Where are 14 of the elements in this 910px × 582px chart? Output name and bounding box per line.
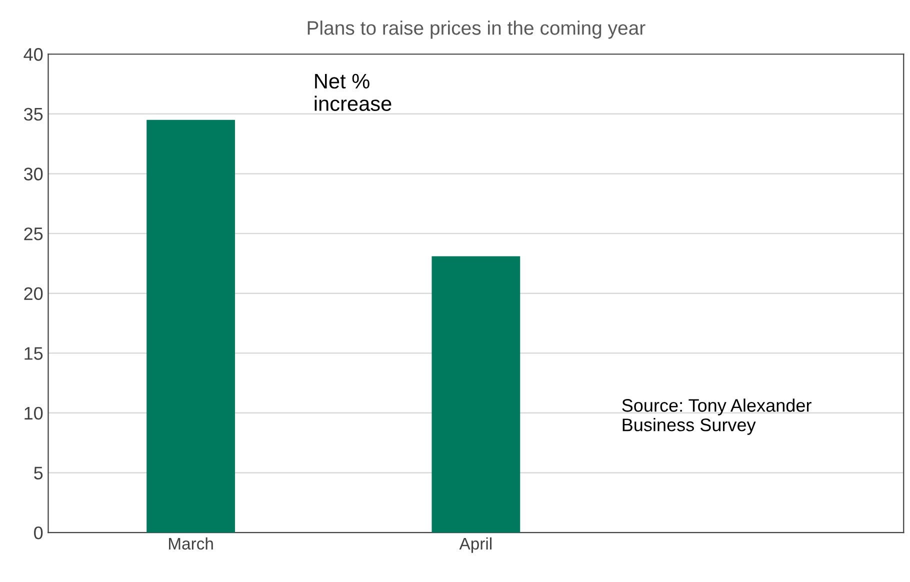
chart-title: Plans to raise prices in the coming year [308,20,646,39]
annotation: Source: Tony Alexander Business Survey [622,398,812,435]
y-tick-label: 30 [24,168,43,180]
y-tick-label: 35 [24,108,43,121]
y-tick-label: 15 [24,347,43,360]
y-tick-label: 25 [24,227,43,240]
annotation: Net % increase [314,74,392,112]
x-tick-label: March [169,537,213,550]
y-tick-label: 0 [34,526,43,540]
y-tick-label: 10 [24,406,43,420]
y-tick-label: 20 [24,287,43,300]
y-tick-label: 40 [24,48,43,61]
y-tick-label: 5 [34,466,43,480]
x-tick-label: April [459,537,492,553]
